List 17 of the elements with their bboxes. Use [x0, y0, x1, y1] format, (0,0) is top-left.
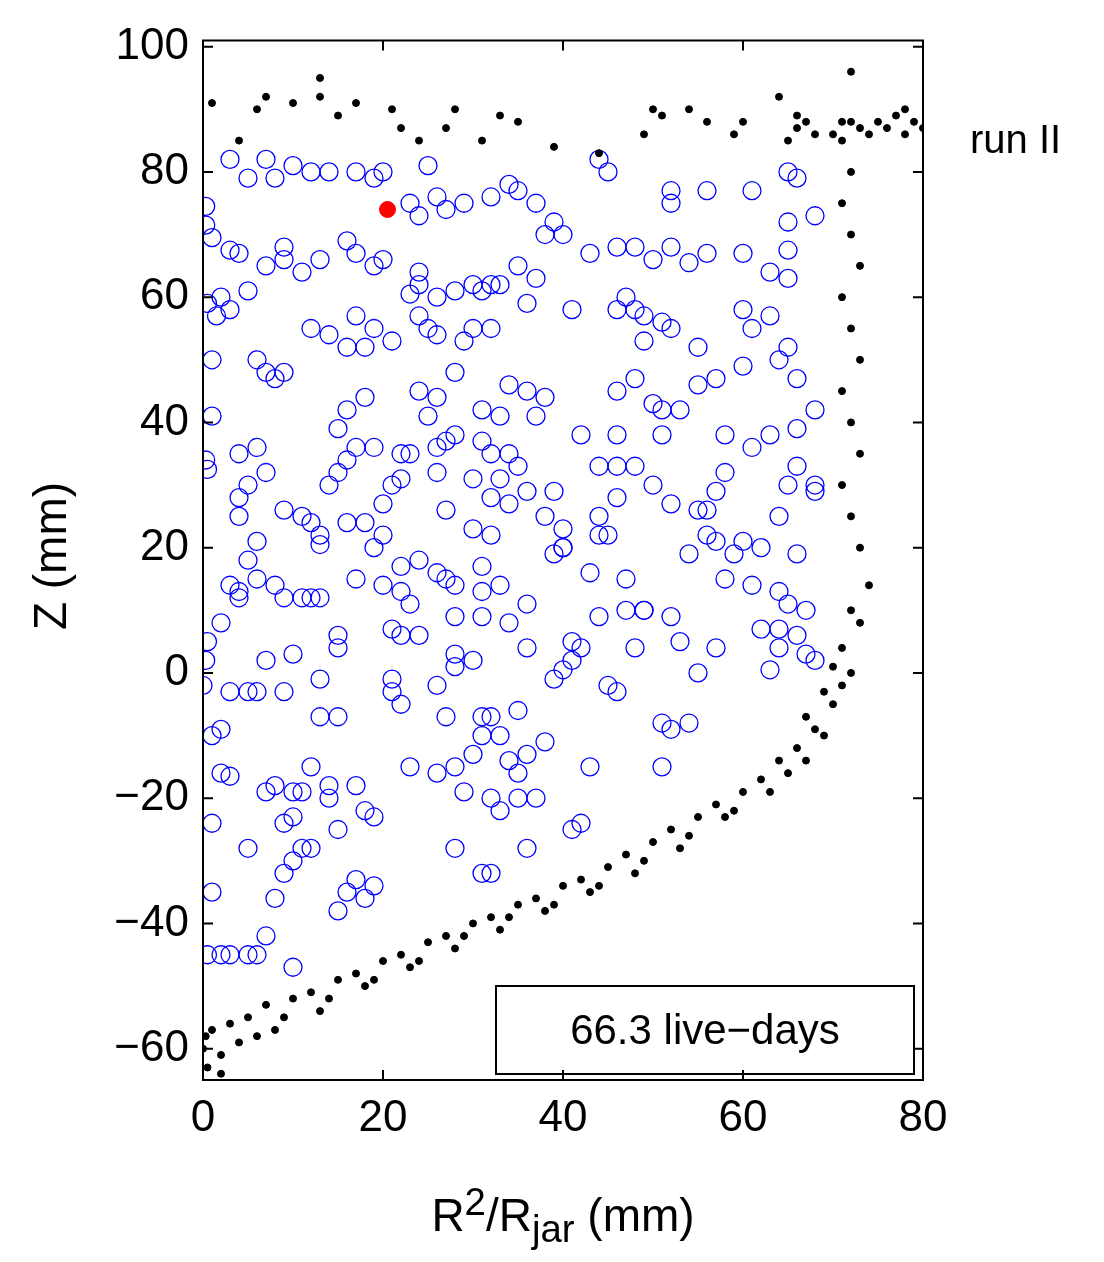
y-tick-label: −40 — [114, 895, 189, 945]
y-tick-label: 0 — [164, 645, 189, 695]
y-tick-label: −20 — [114, 770, 189, 820]
y-tick-label: 40 — [140, 394, 189, 444]
y-tick-label: 20 — [140, 519, 189, 569]
y-tick-label: 100 — [115, 18, 189, 68]
y-axis-title: Z (mm) — [23, 481, 77, 631]
text: run II — [970, 117, 1062, 162]
x-tick-label: 20 — [358, 1090, 408, 1140]
y-tick-label: 80 — [140, 144, 189, 194]
x-axis-title: R$^{2}$/R$_{jar}$ (mm) — [430, 1180, 696, 1251]
x-tick-label: 40 — [538, 1090, 588, 1140]
x-tick-label: 80 — [898, 1090, 948, 1140]
y-tick-label: 60 — [140, 269, 189, 319]
y-tick-label: −60 — [114, 1020, 189, 1070]
x-tick-label: 60 — [718, 1090, 768, 1140]
annotation: 66.3 live−days — [495, 985, 915, 1075]
